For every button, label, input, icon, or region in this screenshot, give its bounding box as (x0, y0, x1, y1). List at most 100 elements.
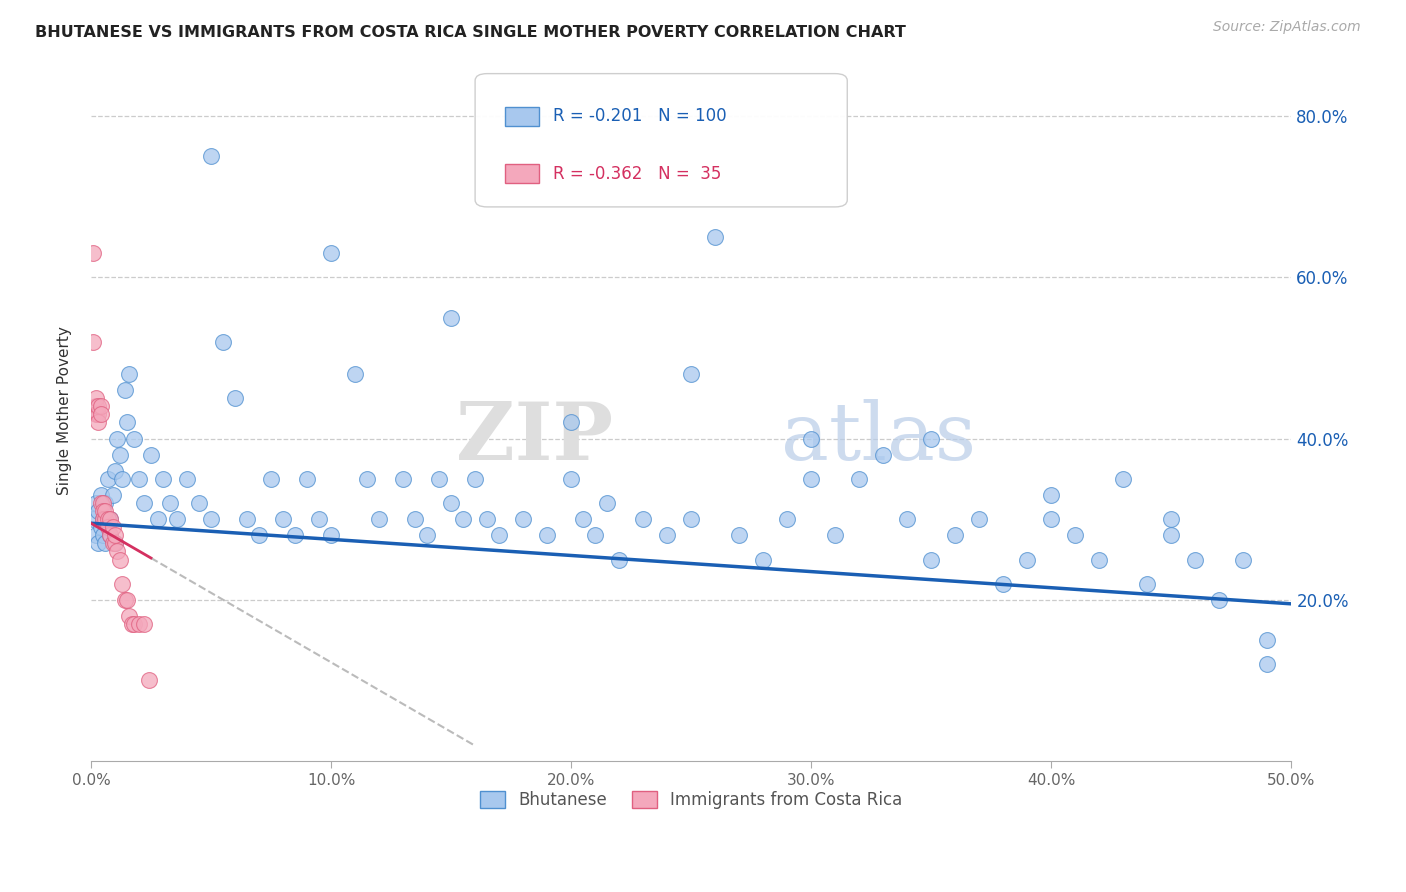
Point (993, 576, 1015, 591)
Point (212, 334, 235, 349)
Point (132, 496, 155, 510)
Point (104, 536, 127, 550)
Point (90, 408, 112, 422)
Point (560, 472, 582, 486)
Point (319, 246, 342, 260)
Point (752, 552, 775, 566)
Point (271, 512, 294, 526)
Point (94, 496, 117, 510)
Point (475, 512, 498, 526)
Point (176, 472, 198, 486)
Point (848, 472, 870, 486)
Point (159, 496, 181, 510)
Text: ZIP: ZIP (456, 400, 613, 477)
Point (451, 512, 474, 526)
Point (91, 504, 114, 518)
Point (108, 552, 131, 566)
Point (104, 536, 127, 550)
Point (776, 512, 799, 526)
Point (82, 334, 104, 349)
Point (87, 408, 110, 422)
Point (631, 512, 654, 526)
Point (1136, 576, 1159, 591)
Point (84, 496, 107, 510)
Point (200, 149, 222, 163)
Point (512, 512, 534, 526)
Point (416, 528, 439, 542)
Point (1256, 633, 1278, 648)
Point (896, 512, 918, 526)
Point (118, 609, 141, 624)
Legend: Bhutanese, Immigrants from Costa Rica: Bhutanese, Immigrants from Costa Rica (474, 784, 910, 816)
Point (920, 552, 942, 566)
Point (82, 246, 104, 260)
FancyBboxPatch shape (505, 164, 538, 184)
Point (90, 496, 112, 510)
Point (704, 230, 727, 244)
Point (1160, 512, 1182, 526)
Point (84, 391, 107, 405)
Point (105, 432, 128, 446)
Point (101, 520, 124, 534)
Point (84, 408, 107, 422)
Point (607, 552, 630, 566)
Point (1160, 528, 1182, 542)
Point (98, 528, 121, 542)
Point (260, 472, 283, 486)
Text: atlas: atlas (782, 400, 976, 477)
Point (97, 472, 120, 486)
Point (90, 488, 112, 502)
Point (319, 528, 342, 542)
Point (236, 512, 259, 526)
Point (98, 528, 121, 542)
Point (108, 448, 131, 462)
Point (111, 576, 134, 591)
Point (536, 528, 558, 542)
Point (128, 472, 150, 486)
Point (84, 400, 107, 414)
Point (427, 472, 450, 486)
Point (121, 617, 143, 632)
Point (101, 488, 124, 502)
Point (104, 464, 127, 478)
Point (681, 512, 703, 526)
Point (681, 367, 703, 381)
Point (94, 512, 117, 526)
Point (404, 512, 426, 526)
Point (91, 496, 114, 510)
Point (111, 472, 134, 486)
Point (188, 496, 211, 510)
FancyBboxPatch shape (475, 74, 848, 207)
Point (1040, 488, 1063, 502)
Point (356, 472, 378, 486)
Point (1184, 552, 1206, 566)
Y-axis label: Single Mother Poverty: Single Mother Poverty (58, 326, 72, 495)
Point (368, 512, 391, 526)
Point (91, 512, 114, 526)
Point (392, 472, 415, 486)
Point (97, 512, 120, 526)
Text: BHUTANESE VS IMMIGRANTS FROM COSTA RICA SINGLE MOTHER POVERTY CORRELATION CHART: BHUTANESE VS IMMIGRANTS FROM COSTA RICA … (35, 25, 905, 40)
Point (824, 528, 846, 542)
Point (87, 536, 110, 550)
Point (101, 536, 124, 550)
Point (1040, 512, 1063, 526)
Point (91, 512, 114, 526)
Point (114, 592, 136, 607)
FancyBboxPatch shape (505, 107, 538, 127)
Point (488, 528, 510, 542)
Point (1208, 592, 1230, 607)
Point (122, 617, 145, 632)
Point (224, 391, 246, 405)
Point (97, 520, 120, 534)
Point (943, 528, 966, 542)
Point (800, 472, 823, 486)
Point (440, 310, 463, 325)
Point (98, 512, 121, 526)
Text: R = -0.201   N = 100: R = -0.201 N = 100 (553, 107, 727, 126)
Point (1256, 657, 1278, 672)
Point (114, 383, 136, 397)
Point (115, 416, 138, 430)
Point (308, 512, 330, 526)
Point (115, 592, 138, 607)
